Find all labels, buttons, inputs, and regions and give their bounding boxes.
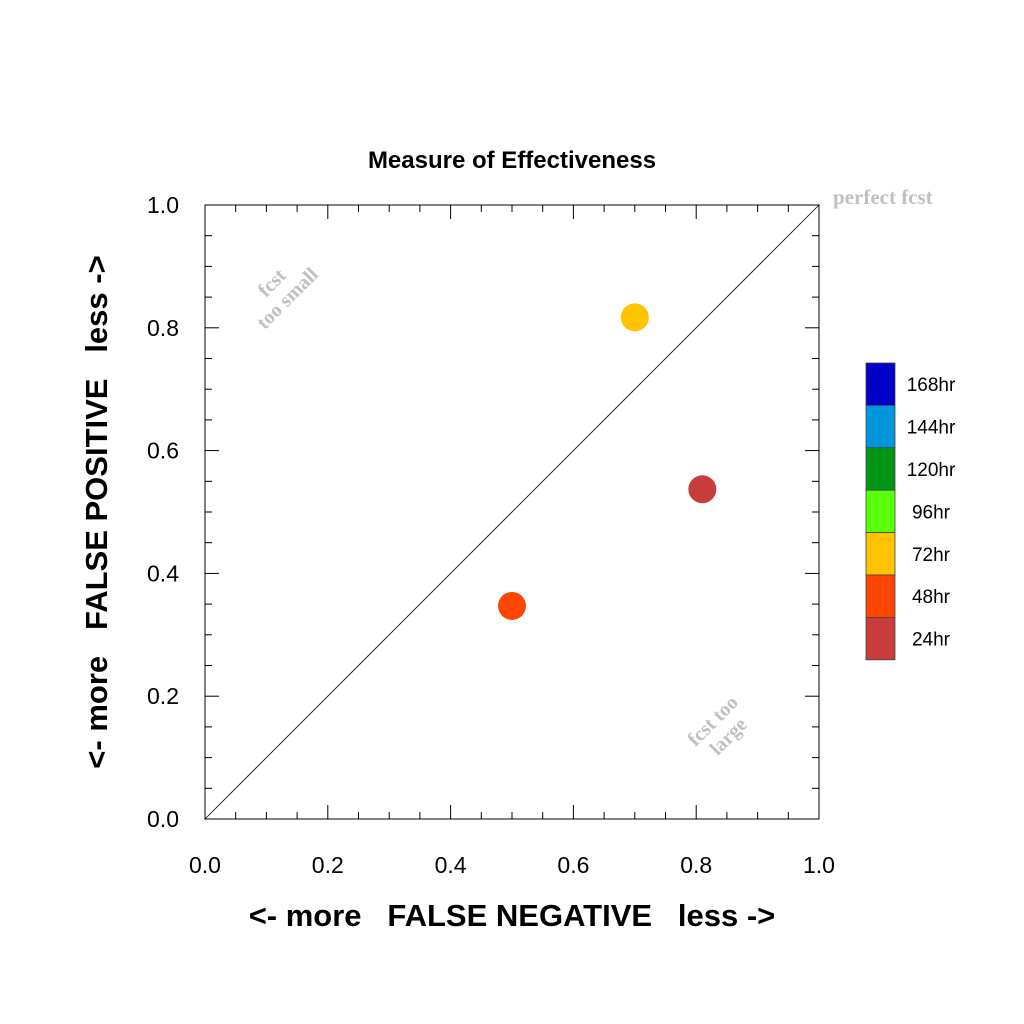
x-tick-label: 0.0 — [189, 852, 221, 878]
data-points — [498, 303, 717, 620]
annotation-fcst-too-large: fcst too large — [684, 692, 752, 760]
legend-label-48hr: 48hr — [912, 587, 951, 608]
y-tick-label: 0.0 — [147, 806, 179, 832]
perfect-forecast-diagonal — [204, 204, 820, 820]
y-tick-label: 0.8 — [147, 315, 179, 341]
legend-label-120hr: 120hr — [907, 460, 956, 481]
point-24hr — [688, 475, 717, 504]
legend-label-144hr: 144hr — [907, 418, 956, 439]
annotation-fcst-too-small: fcst too small — [253, 263, 323, 333]
point-48hr — [498, 591, 526, 620]
x-tick-label: 0.4 — [435, 852, 467, 878]
annotation-perfect-fcst: perfect fcst — [833, 185, 933, 209]
y-axis-label: <- more FALSE POSITIVE less -> — [79, 255, 114, 768]
legend-label-24hr: 24hr — [912, 630, 951, 651]
legend-swatch-72hr — [865, 532, 896, 576]
annotation-too-small-line2: too small — [253, 263, 323, 333]
x-tick-label: 0.8 — [680, 852, 712, 878]
axis-ticks — [204, 204, 820, 820]
x-tick-label: 1.0 — [803, 852, 835, 878]
legend: 168hr 144hr 120hr 96hr 72hr 48hr 24hr — [865, 362, 956, 661]
legend-swatch-48hr — [865, 574, 896, 618]
axis-tick-labels: 0.0 0.2 0.4 0.6 0.8 1.0 0.0 0.2 0.4 0.6 0.8 1.0 — [147, 192, 835, 878]
legend-swatch-168hr — [865, 362, 896, 406]
legend-label-168hr: 168hr — [907, 375, 956, 396]
y-tick-label: 0.4 — [147, 560, 179, 586]
x-tick-label: 0.6 — [557, 852, 589, 878]
legend-label-72hr: 72hr — [912, 545, 951, 566]
legend-swatch-120hr — [865, 447, 896, 491]
legend-label-96hr: 96hr — [912, 502, 951, 523]
plot-area: 0.0 0.2 0.4 0.6 0.8 1.0 0.0 0.2 0.4 0.6 0.8 1.0 — [147, 192, 835, 878]
x-axis-label: <- more FALSE NEGATIVE less -> — [249, 898, 776, 933]
x-tick-label: 0.2 — [312, 852, 344, 878]
legend-swatch-96hr — [865, 489, 896, 534]
point-72hr — [620, 303, 649, 332]
y-tick-label: 1.0 — [147, 192, 179, 218]
y-tick-label: 0.2 — [147, 683, 179, 709]
legend-swatch-144hr — [865, 404, 896, 449]
chart-title: Measure of Effectiveness — [368, 147, 656, 174]
y-tick-label: 0.6 — [147, 438, 179, 464]
legend-swatch-24hr — [865, 617, 896, 661]
